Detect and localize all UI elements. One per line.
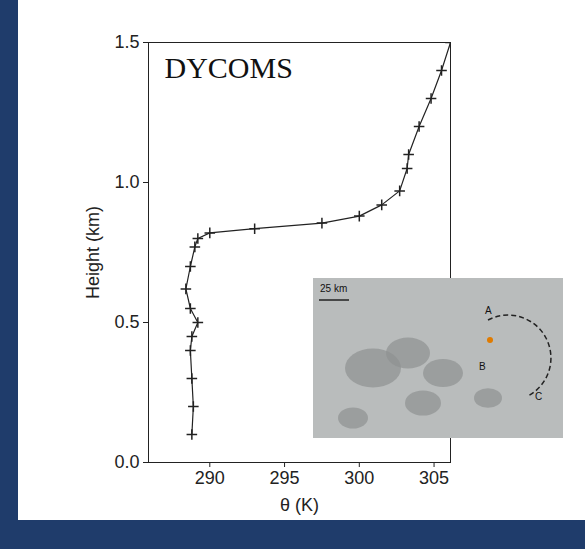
svg-text:295: 295 (270, 468, 300, 488)
svg-text:25 km: 25 km (320, 283, 347, 294)
svg-text:0.5: 0.5 (114, 312, 139, 332)
svg-text:1.0: 1.0 (114, 172, 139, 192)
svg-text:0.0: 0.0 (114, 452, 139, 472)
svg-text:θ (K): θ (K) (280, 495, 319, 515)
svg-text:A: A (485, 305, 492, 316)
svg-text:DYCOMS: DYCOMS (165, 51, 293, 84)
svg-text:B: B (479, 361, 486, 372)
svg-text:305: 305 (419, 468, 449, 488)
svg-text:300: 300 (344, 468, 374, 488)
svg-text:290: 290 (195, 468, 225, 488)
svg-text:Height (km): Height (km) (83, 206, 103, 299)
svg-text:1.5: 1.5 (114, 32, 139, 52)
svg-text:C: C (535, 391, 542, 402)
